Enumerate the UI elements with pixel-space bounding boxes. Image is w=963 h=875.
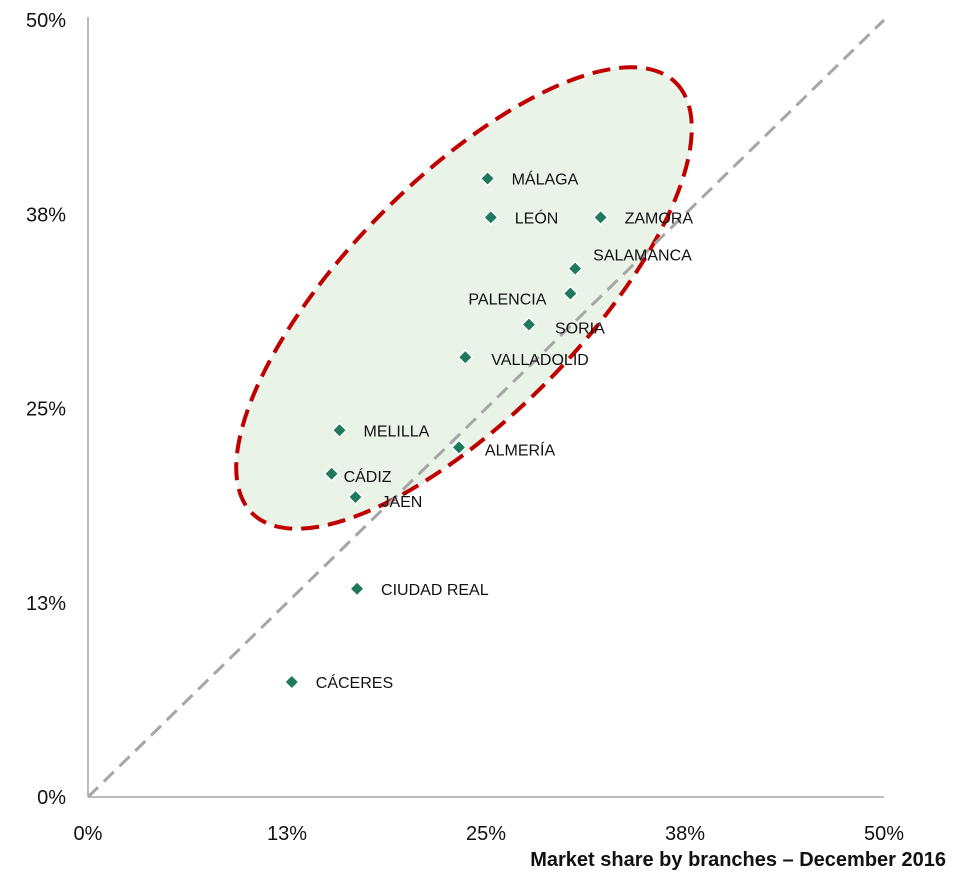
reference-line-layer — [86, 18, 886, 799]
point-label: SORIA — [555, 321, 605, 338]
point-label: SALAMANCA — [593, 248, 692, 265]
point-label: CÁCERES — [316, 673, 393, 692]
data-point — [562, 285, 579, 302]
reference-line — [86, 18, 886, 799]
point-label: VALLADOLID — [491, 352, 589, 369]
highlight-ellipse — [234, 65, 694, 531]
y-tick-label: 38% — [26, 204, 66, 226]
data-points — [283, 170, 609, 691]
data-point — [450, 439, 467, 456]
data-point — [347, 489, 364, 506]
data-point — [567, 260, 584, 277]
point-label: CÁDIZ — [344, 467, 392, 486]
point-label: JAÉN — [381, 492, 422, 511]
axes — [87, 17, 884, 798]
x-tick-label: 38% — [665, 823, 705, 845]
point-labels: MÁLAGA LEÓN ZAMORA SALAMANCA PALENCIA SORIA VA… — [316, 170, 694, 692]
x-axis-title: Market share by branches – December 2016 — [530, 849, 946, 871]
data-point — [482, 209, 499, 226]
x-tick-label: 13% — [267, 823, 307, 845]
point-label: CIUDAD REAL — [381, 582, 489, 599]
y-tick-label: 0% — [37, 787, 66, 809]
y-tick-label: 50% — [26, 10, 66, 32]
highlight-ellipse-layer — [234, 65, 694, 531]
data-point — [283, 673, 300, 691]
point-label: ZAMORA — [625, 210, 694, 227]
point-label: ALMERÍA — [485, 440, 556, 459]
data-point — [457, 349, 474, 366]
data-point — [323, 465, 340, 482]
x-tick-label: 50% — [864, 823, 904, 845]
data-point — [479, 170, 496, 187]
point-label: PALENCIA — [468, 292, 546, 309]
data-point — [592, 209, 609, 226]
point-label: MÁLAGA — [512, 170, 579, 189]
point-label: LEÓN — [515, 208, 559, 227]
x-tick-label: 25% — [466, 823, 506, 845]
data-point — [348, 580, 366, 597]
point-label: MELILLA — [364, 423, 430, 440]
y-tick-label: 13% — [26, 593, 66, 615]
tick-labels: 0% 13% 25% 38% 50% 0% 13% 25% 38% 50% — [26, 10, 904, 845]
x-tick-label: 0% — [74, 823, 103, 845]
data-point — [331, 422, 348, 439]
data-point — [520, 316, 538, 333]
y-tick-label: 25% — [26, 399, 66, 421]
